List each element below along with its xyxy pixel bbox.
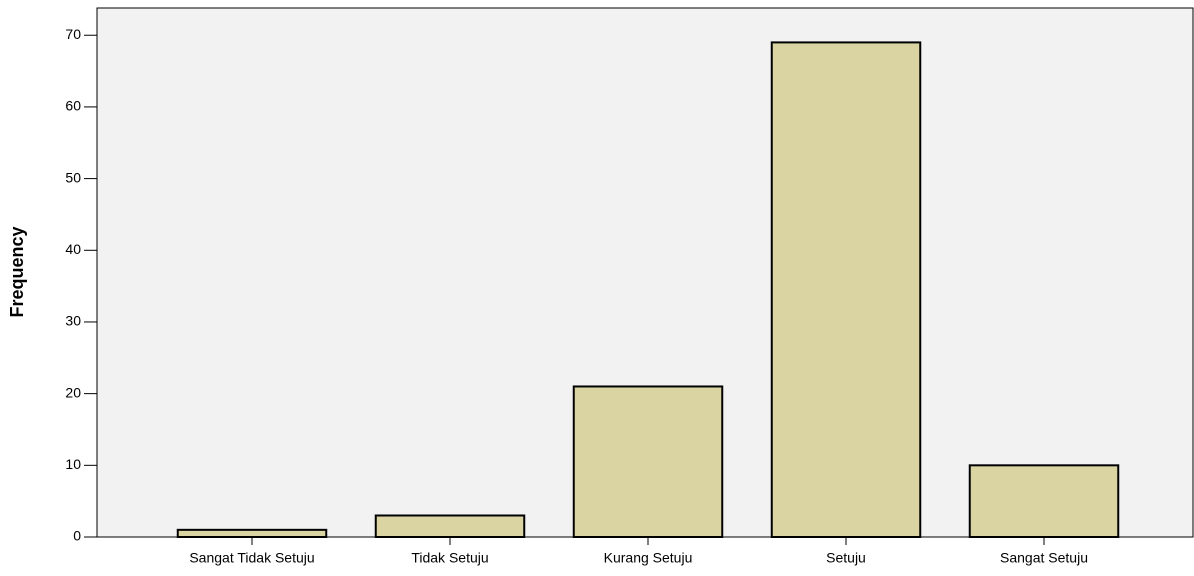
x-tick-label: Setuju [826, 550, 866, 566]
x-tick-label: Sangat Setuju [1000, 550, 1088, 566]
bar [968, 464, 1120, 539]
bar [770, 41, 922, 539]
y-tick-label: 50 [65, 169, 81, 185]
x-tick-label: Sangat Tidak Setuju [189, 550, 314, 566]
x-tick-label: Tidak Setuju [411, 550, 488, 566]
x-tick-label: Kurang Setuju [604, 550, 693, 566]
bar [374, 514, 526, 538]
bar [572, 385, 724, 539]
y-tick-label: 60 [65, 98, 81, 114]
y-tick-label: 30 [65, 313, 81, 329]
y-tick-label: 70 [65, 26, 81, 42]
y-tick-label: 10 [65, 456, 81, 472]
y-tick-label: 20 [65, 384, 81, 400]
y-axis-title: Frequency [7, 226, 27, 317]
y-tick-label: 0 [73, 528, 81, 544]
y-tick-label: 40 [65, 241, 81, 257]
bar [176, 528, 328, 538]
